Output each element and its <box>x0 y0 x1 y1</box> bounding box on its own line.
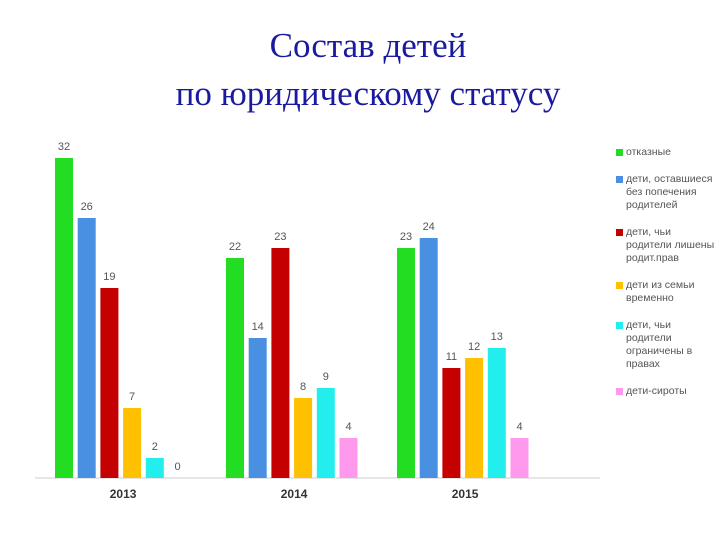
value-label: 14 <box>252 321 264 333</box>
bar <box>226 258 244 478</box>
legend-swatch <box>616 388 623 395</box>
value-label: 9 <box>323 371 329 383</box>
legend-label: дети, чьи родители лишены родит.прав <box>626 226 715 264</box>
value-label: 32 <box>58 141 70 153</box>
value-label: 23 <box>274 231 286 243</box>
bar <box>248 338 267 478</box>
legend-label: дети-сироты <box>626 385 687 397</box>
value-label: 4 <box>345 421 351 433</box>
bar <box>397 248 415 478</box>
bar <box>271 248 290 478</box>
bar <box>123 408 142 478</box>
legend-item: дети-сироты <box>616 385 716 398</box>
value-label: 4 <box>516 421 522 433</box>
legend-item: дети, чьи родители лишены родит.прав <box>616 226 716 265</box>
value-label: 0 <box>174 461 180 473</box>
legend-label: дети, оставшиеся без попечения родителей <box>626 173 713 211</box>
value-label: 13 <box>491 331 503 343</box>
legend-item: дети, оставшиеся без попечения родителей <box>616 173 716 212</box>
bar <box>145 458 164 478</box>
value-label: 11 <box>446 351 457 363</box>
legend-label: отказные <box>626 146 671 158</box>
bar <box>316 388 335 478</box>
value-label: 23 <box>400 231 412 243</box>
bar <box>339 438 358 478</box>
legend-swatch <box>616 229 623 236</box>
legend-swatch <box>616 176 623 183</box>
value-label: 19 <box>103 271 115 283</box>
legend-swatch <box>616 322 623 329</box>
bar <box>442 368 461 478</box>
x-tick-label: 2013 <box>110 487 137 501</box>
bar <box>77 218 96 478</box>
legend-label: дети, чьи родители ограничены в правах <box>626 319 693 370</box>
bar <box>100 288 119 478</box>
chart-title: Состав детей по юридическому статусу <box>175 26 561 113</box>
x-tick-label: 2015 <box>452 487 479 501</box>
legend-label: дети из семьи временно <box>626 279 695 304</box>
value-label: 8 <box>300 381 306 393</box>
value-label: 22 <box>229 241 241 253</box>
value-label: 12 <box>468 341 480 353</box>
value-label: 26 <box>81 201 93 213</box>
bar <box>55 158 73 478</box>
value-label: 24 <box>423 221 435 233</box>
x-tick-label: 2014 <box>281 487 308 501</box>
value-label: 2 <box>152 441 158 453</box>
bar <box>465 358 484 478</box>
legend-swatch <box>616 149 623 156</box>
bar <box>487 348 506 478</box>
legend: отказные дети, оставшиеся без попечения р… <box>616 146 716 412</box>
bar <box>510 438 529 478</box>
legend-item: отказные <box>616 146 716 159</box>
bar <box>294 398 313 478</box>
legend-swatch <box>616 282 623 289</box>
legend-item: дети, чьи родители ограничены в правах <box>616 319 716 371</box>
legend-item: дети из семьи временно <box>616 279 716 305</box>
bar <box>419 238 438 478</box>
value-label: 7 <box>129 391 135 403</box>
